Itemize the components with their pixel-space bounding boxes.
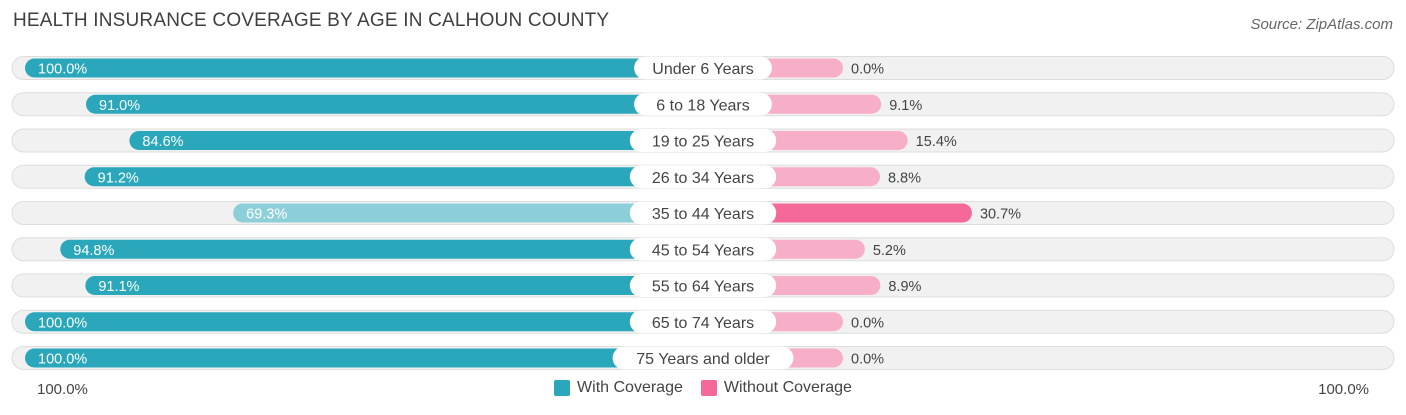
value-label-with-coverage: 84.6%: [142, 134, 183, 150]
bar-with-coverage: [129, 131, 704, 150]
category-pill: [612, 346, 794, 370]
value-label-with-coverage: 91.2%: [98, 170, 139, 186]
value-label-with-coverage: 100.0%: [38, 62, 87, 78]
legend-item-without-coverage: Without Coverage: [700, 379, 852, 397]
value-label-without-coverage: 15.4%: [916, 134, 957, 150]
bar-with-coverage: [25, 348, 703, 368]
category-pill: [634, 92, 772, 116]
bar-with-coverage: [25, 312, 703, 332]
value-label-without-coverage: 8.9%: [888, 279, 921, 295]
value-label-without-coverage: 0.0%: [851, 62, 884, 78]
category-label: 19 to 25 Years: [652, 134, 754, 151]
value-label-without-coverage: 0.0%: [851, 352, 884, 368]
value-label-with-coverage: 91.0%: [99, 98, 140, 114]
value-label-without-coverage: 30.7%: [980, 207, 1021, 223]
bar-with-coverage: [85, 276, 704, 295]
value-label-without-coverage: 8.8%: [888, 170, 921, 186]
value-label-without-coverage: 5.2%: [873, 243, 906, 259]
legend: With Coverage Without Coverage: [0, 379, 1406, 397]
bar-with-coverage: [233, 203, 703, 223]
category-pill: [629, 201, 777, 225]
category-label: 65 to 74 Years: [652, 315, 754, 332]
category-pill: [629, 129, 777, 152]
category-label: 55 to 64 Years: [652, 279, 754, 296]
category-pill: [634, 56, 772, 80]
axis-left-label: 100.0%: [37, 381, 88, 398]
value-label-without-coverage: 9.1%: [889, 98, 922, 114]
category-label: 35 to 44 Years: [652, 206, 754, 223]
category-label: 26 to 34 Years: [652, 170, 754, 187]
axis-right-label: 100.0%: [1318, 381, 1369, 398]
source-label: Source: ZipAtlas.com: [1250, 16, 1393, 33]
coverage-chart: 100.0% 0.0% Under 6 Years 91.0% 9.1% 6 to 18 …: [11, 56, 1395, 370]
category-pill: [629, 310, 777, 334]
value-label-with-coverage: 100.0%: [38, 352, 87, 368]
category-label: Under 6 Years: [652, 61, 753, 78]
category-label: 6 to 18 Years: [656, 97, 749, 114]
value-label-with-coverage: 94.8%: [73, 243, 114, 259]
chart-title: HEALTH INSURANCE COVERAGE BY AGE IN CALH…: [13, 10, 610, 31]
legend-swatch-with-coverage: [554, 380, 571, 396]
bar-with-coverage: [84, 167, 703, 187]
category-pill: [629, 237, 777, 261]
legend-label-without-coverage: Without Coverage: [723, 379, 852, 396]
value-label-with-coverage: 69.3%: [246, 207, 287, 223]
legend-item-with-coverage: With Coverage: [554, 379, 683, 397]
bar-with-coverage: [86, 94, 703, 114]
category-pill: [629, 274, 777, 297]
value-label-without-coverage: 0.0%: [851, 315, 884, 331]
bar-with-coverage: [60, 239, 704, 259]
category-label: 75 Years and older: [636, 351, 770, 368]
value-label-with-coverage: 91.1%: [98, 279, 139, 295]
value-label-with-coverage: 100.0%: [38, 315, 87, 331]
bar-with-coverage: [25, 58, 703, 78]
category-pill: [629, 165, 777, 189]
category-label: 45 to 54 Years: [652, 242, 754, 259]
legend-swatch-without-coverage: [700, 380, 717, 396]
legend-label-with-coverage: With Coverage: [577, 379, 683, 396]
